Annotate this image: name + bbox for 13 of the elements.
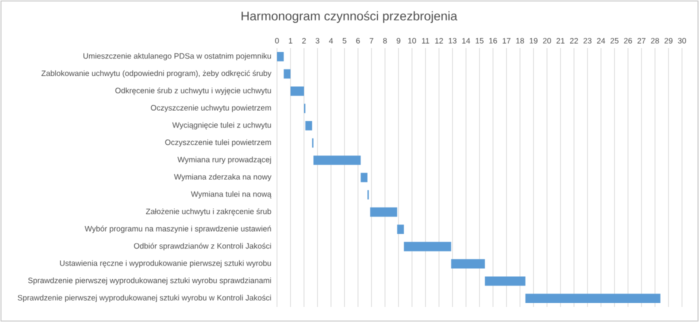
chart-title: Harmonogram czynności przezbrojenia	[242, 11, 458, 23]
bar	[484, 276, 526, 286]
bar	[370, 207, 398, 217]
bar	[290, 86, 304, 96]
bar	[360, 172, 368, 182]
bar	[313, 156, 361, 165]
bar	[397, 224, 404, 234]
bar	[284, 69, 290, 79]
bar	[404, 242, 452, 252]
bar	[277, 52, 284, 62]
bar	[305, 121, 312, 130]
bar	[525, 294, 660, 304]
bar	[451, 259, 485, 268]
